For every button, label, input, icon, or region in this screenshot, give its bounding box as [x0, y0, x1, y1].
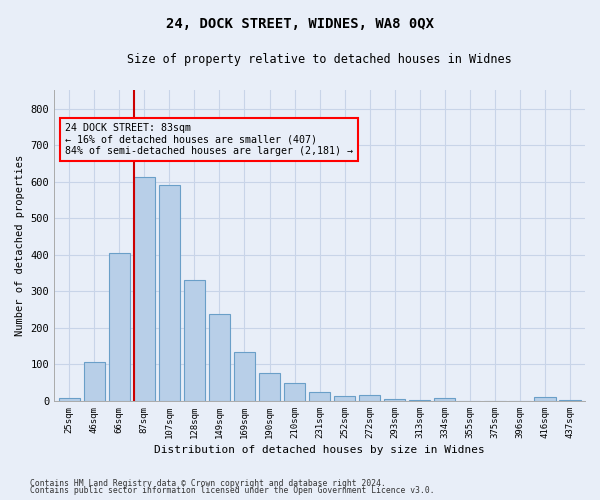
Bar [434, 398, 455, 401]
Bar [184, 280, 205, 401]
Bar [334, 396, 355, 401]
X-axis label: Distribution of detached houses by size in Widnes: Distribution of detached houses by size … [154, 445, 485, 455]
Text: Contains HM Land Registry data © Crown copyright and database right 2024.: Contains HM Land Registry data © Crown c… [30, 478, 386, 488]
Bar [209, 314, 230, 401]
Bar [409, 400, 430, 401]
Text: 24, DOCK STREET, WIDNES, WA8 0QX: 24, DOCK STREET, WIDNES, WA8 0QX [166, 18, 434, 32]
Bar [259, 373, 280, 401]
Bar [559, 400, 581, 401]
Text: Contains public sector information licensed under the Open Government Licence v3: Contains public sector information licen… [30, 486, 434, 495]
Bar [59, 398, 80, 401]
Bar [109, 253, 130, 401]
Bar [384, 399, 406, 401]
Bar [284, 382, 305, 401]
Bar [159, 184, 180, 401]
Text: 24 DOCK STREET: 83sqm
← 16% of detached houses are smaller (407)
84% of semi-det: 24 DOCK STREET: 83sqm ← 16% of detached … [65, 123, 353, 156]
Bar [234, 352, 255, 401]
Bar [134, 177, 155, 401]
Bar [83, 362, 105, 401]
Bar [309, 392, 330, 401]
Y-axis label: Number of detached properties: Number of detached properties [15, 155, 25, 336]
Bar [359, 394, 380, 401]
Bar [534, 398, 556, 401]
Title: Size of property relative to detached houses in Widnes: Size of property relative to detached ho… [127, 52, 512, 66]
